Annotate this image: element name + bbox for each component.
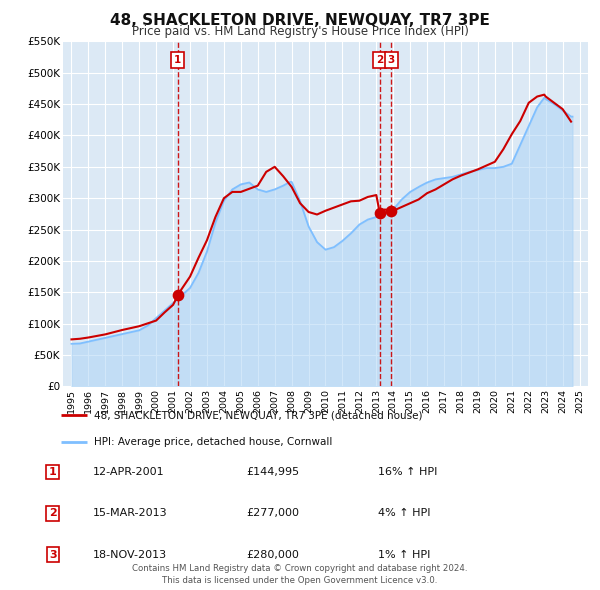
Text: 48, SHACKLETON DRIVE, NEWQUAY, TR7 3PE: 48, SHACKLETON DRIVE, NEWQUAY, TR7 3PE bbox=[110, 13, 490, 28]
Point bbox=[386, 206, 396, 215]
Text: 2: 2 bbox=[376, 55, 383, 65]
Text: 16% ↑ HPI: 16% ↑ HPI bbox=[378, 467, 437, 477]
Text: 2: 2 bbox=[49, 509, 56, 518]
Text: HPI: Average price, detached house, Cornwall: HPI: Average price, detached house, Corn… bbox=[94, 437, 332, 447]
Text: 12-APR-2001: 12-APR-2001 bbox=[93, 467, 164, 477]
Text: 18-NOV-2013: 18-NOV-2013 bbox=[93, 550, 167, 559]
Text: 3: 3 bbox=[388, 55, 395, 65]
Text: 1: 1 bbox=[174, 55, 181, 65]
Text: 15-MAR-2013: 15-MAR-2013 bbox=[93, 509, 167, 518]
Text: 3: 3 bbox=[49, 550, 56, 559]
Text: 48, SHACKLETON DRIVE, NEWQUAY, TR7 3PE (detached house): 48, SHACKLETON DRIVE, NEWQUAY, TR7 3PE (… bbox=[94, 410, 422, 420]
Point bbox=[173, 291, 182, 300]
Text: Contains HM Land Registry data © Crown copyright and database right 2024.
This d: Contains HM Land Registry data © Crown c… bbox=[132, 565, 468, 585]
Point bbox=[375, 208, 385, 217]
Text: 1: 1 bbox=[49, 467, 56, 477]
Text: £277,000: £277,000 bbox=[246, 509, 299, 518]
Text: £144,995: £144,995 bbox=[246, 467, 299, 477]
Text: 1% ↑ HPI: 1% ↑ HPI bbox=[378, 550, 430, 559]
Text: 4% ↑ HPI: 4% ↑ HPI bbox=[378, 509, 431, 518]
Text: Price paid vs. HM Land Registry's House Price Index (HPI): Price paid vs. HM Land Registry's House … bbox=[131, 25, 469, 38]
Text: £280,000: £280,000 bbox=[246, 550, 299, 559]
